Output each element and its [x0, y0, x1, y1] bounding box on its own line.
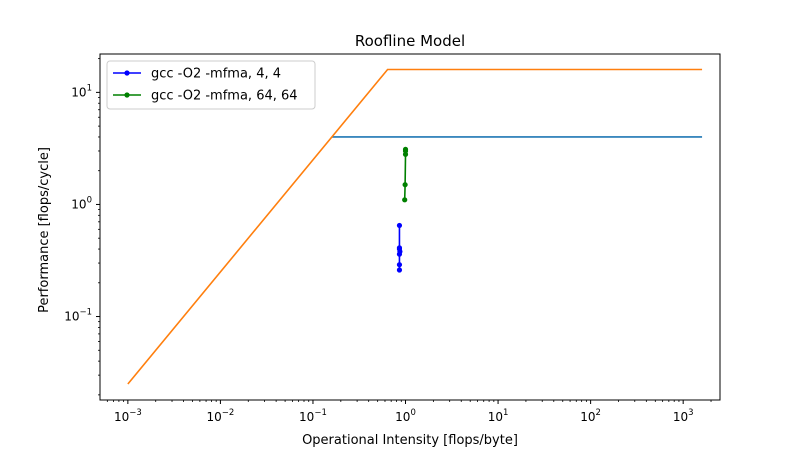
series-3-point: [403, 182, 408, 187]
series-2-point: [397, 262, 402, 267]
series-2-point: [397, 267, 402, 272]
legend-label-2: gcc -O2 -mfma, 4, 4: [151, 67, 281, 82]
series-2-point: [397, 245, 402, 250]
series-2-point: [397, 223, 402, 228]
series-3-point: [402, 197, 407, 202]
chart-title: Roofline Model: [355, 32, 465, 50]
legend-label-3: gcc -O2 -mfma, 64, 64: [151, 89, 298, 104]
x-axis-label: Operational Intensity [flops/byte]: [302, 433, 518, 448]
legend-swatch-marker-2: [124, 70, 129, 75]
legend-swatch-marker-3: [124, 92, 129, 97]
series-line-3: [405, 149, 406, 199]
y-axis-label: Performance [flops/cycle]: [37, 147, 52, 313]
series-3-point: [403, 147, 408, 152]
legend: gcc -O2 -mfma, 4, 4 gcc -O2 -mfma, 64, 64: [107, 61, 315, 109]
